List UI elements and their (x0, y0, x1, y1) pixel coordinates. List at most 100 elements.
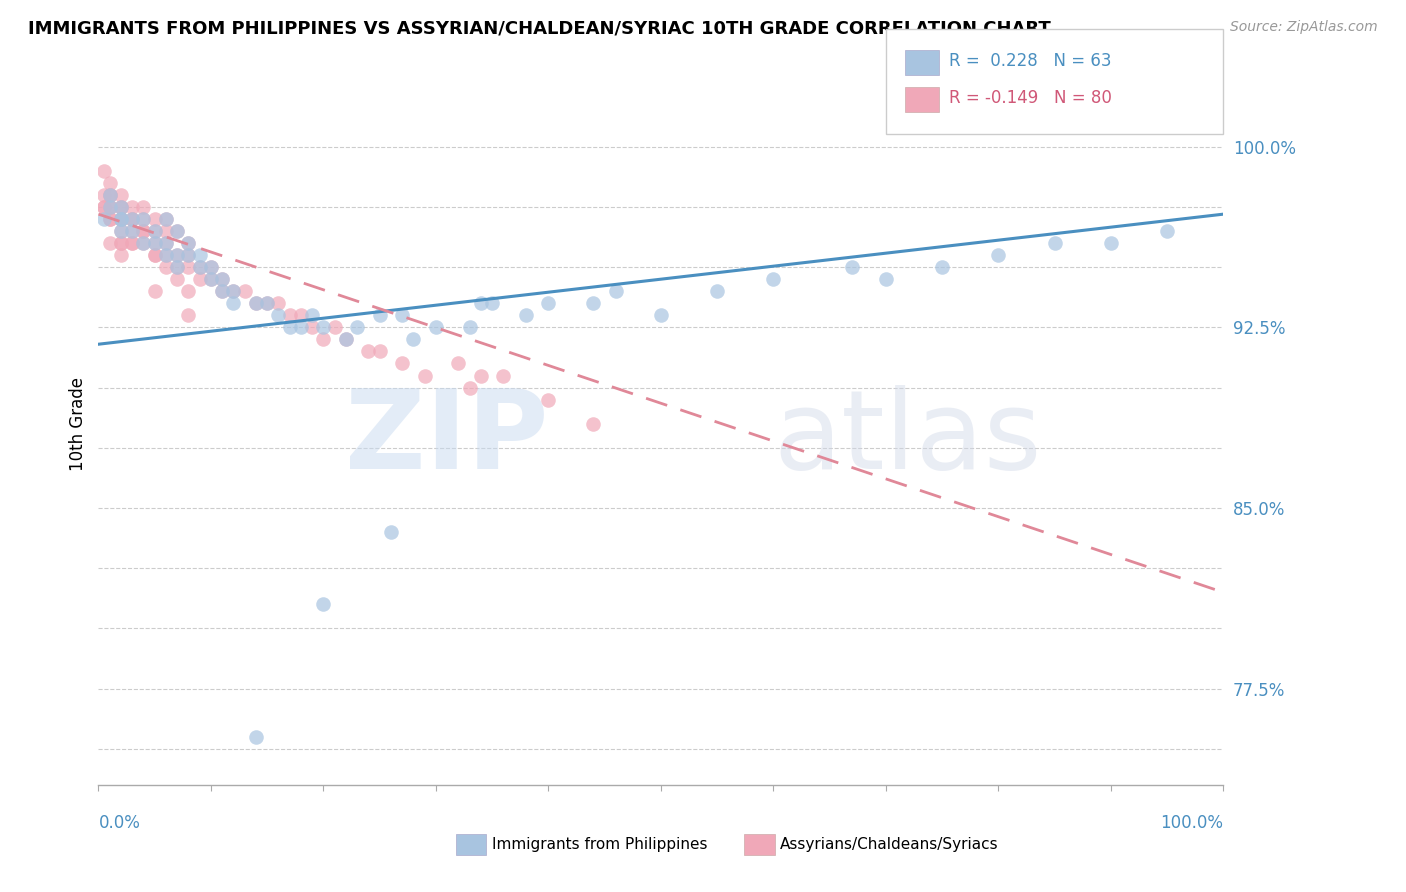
Text: atlas: atlas (773, 384, 1042, 491)
Point (110, 188, 132, 202)
Point (166, 260, 188, 275)
Point (650, 308, 672, 322)
Point (211, 272, 233, 286)
Text: R = -0.149   N = 80: R = -0.149 N = 80 (949, 89, 1112, 107)
Point (177, 260, 200, 275)
Point (93, 200, 115, 214)
Point (323, 320, 346, 334)
Point (605, 285, 627, 299)
Point (110, 211, 132, 226)
Point (1043, 236, 1066, 251)
Point (211, 285, 233, 299)
Point (267, 308, 290, 322)
Point (335, 332, 357, 346)
Point (222, 285, 245, 299)
Point (121, 211, 143, 226)
Point (98, 200, 121, 214)
Point (357, 344, 380, 359)
Point (492, 368, 515, 383)
Point (177, 236, 200, 251)
Point (93, 211, 115, 226)
Point (143, 248, 166, 262)
Point (98, 176, 121, 190)
Point (143, 211, 166, 226)
Point (256, 296, 278, 310)
Point (402, 332, 425, 346)
Point (110, 200, 132, 214)
Point (121, 224, 143, 238)
Point (155, 224, 177, 238)
Point (166, 224, 188, 238)
Point (121, 211, 143, 226)
Point (200, 260, 222, 275)
Point (200, 272, 222, 286)
Text: R =  0.228   N = 63: R = 0.228 N = 63 (949, 52, 1112, 70)
Point (166, 248, 188, 262)
Point (155, 236, 177, 251)
Point (706, 285, 728, 299)
Point (98, 211, 121, 226)
Text: Source: ZipAtlas.com: Source: ZipAtlas.com (1230, 20, 1378, 34)
Point (155, 248, 177, 262)
Point (98, 236, 121, 251)
Point (368, 344, 391, 359)
Point (132, 200, 155, 214)
Point (110, 211, 132, 226)
Point (110, 248, 132, 262)
Point (211, 272, 233, 286)
Point (312, 332, 335, 346)
Point (470, 296, 492, 310)
Point (177, 285, 200, 299)
Point (110, 200, 132, 214)
Point (121, 200, 143, 214)
Y-axis label: 10th Grade: 10th Grade (69, 376, 87, 471)
Text: ZIP: ZIP (344, 384, 548, 491)
Point (301, 320, 323, 334)
Point (132, 211, 155, 226)
Point (1099, 236, 1122, 251)
Point (110, 211, 132, 226)
Point (425, 320, 447, 334)
Point (987, 248, 1010, 262)
Point (166, 224, 188, 238)
Point (413, 368, 436, 383)
Point (132, 236, 155, 251)
Point (155, 236, 177, 251)
Text: 0.0%: 0.0% (98, 814, 141, 832)
Point (537, 296, 560, 310)
Point (132, 211, 155, 226)
Point (188, 272, 211, 286)
Point (1156, 224, 1178, 238)
Point (132, 224, 155, 238)
Point (458, 381, 481, 395)
Point (155, 211, 177, 226)
Point (166, 272, 188, 286)
Point (290, 308, 312, 322)
Point (110, 224, 132, 238)
Point (458, 320, 481, 334)
Point (110, 236, 132, 251)
Point (290, 320, 312, 334)
Point (931, 260, 953, 275)
Point (278, 308, 301, 322)
Point (121, 224, 143, 238)
Point (481, 296, 503, 310)
Point (98, 200, 121, 214)
Point (380, 524, 402, 539)
Point (391, 308, 413, 322)
Point (256, 296, 278, 310)
Point (537, 392, 560, 407)
Point (470, 368, 492, 383)
Point (841, 260, 863, 275)
Point (132, 236, 155, 251)
Point (93, 200, 115, 214)
Point (121, 211, 143, 226)
Point (200, 272, 222, 286)
Point (582, 296, 605, 310)
Point (110, 224, 132, 238)
Point (346, 320, 368, 334)
Point (166, 260, 188, 275)
Point (177, 248, 200, 262)
Text: Immigrants from Philippines: Immigrants from Philippines (492, 838, 707, 852)
Point (211, 285, 233, 299)
